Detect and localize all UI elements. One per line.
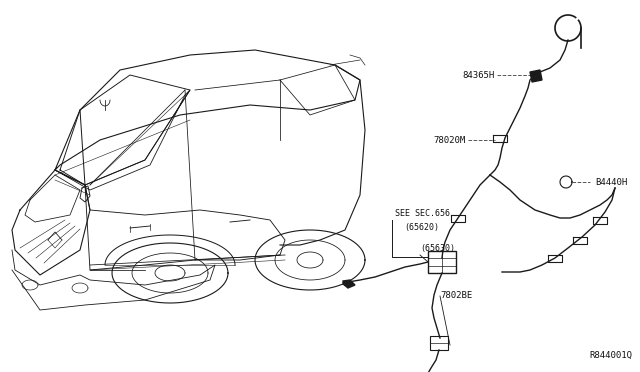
- Polygon shape: [530, 70, 542, 82]
- Polygon shape: [343, 280, 355, 288]
- Text: (65620): (65620): [404, 222, 439, 231]
- Text: B4440H: B4440H: [595, 177, 627, 186]
- Text: (65630): (65630): [420, 244, 455, 253]
- Text: 84365H: 84365H: [463, 71, 495, 80]
- Text: R844001Q: R844001Q: [589, 350, 632, 359]
- Text: SEE SEC.656: SEE SEC.656: [395, 208, 450, 218]
- Text: 78020M: 78020M: [434, 135, 466, 144]
- Text: 7802BE: 7802BE: [440, 292, 472, 301]
